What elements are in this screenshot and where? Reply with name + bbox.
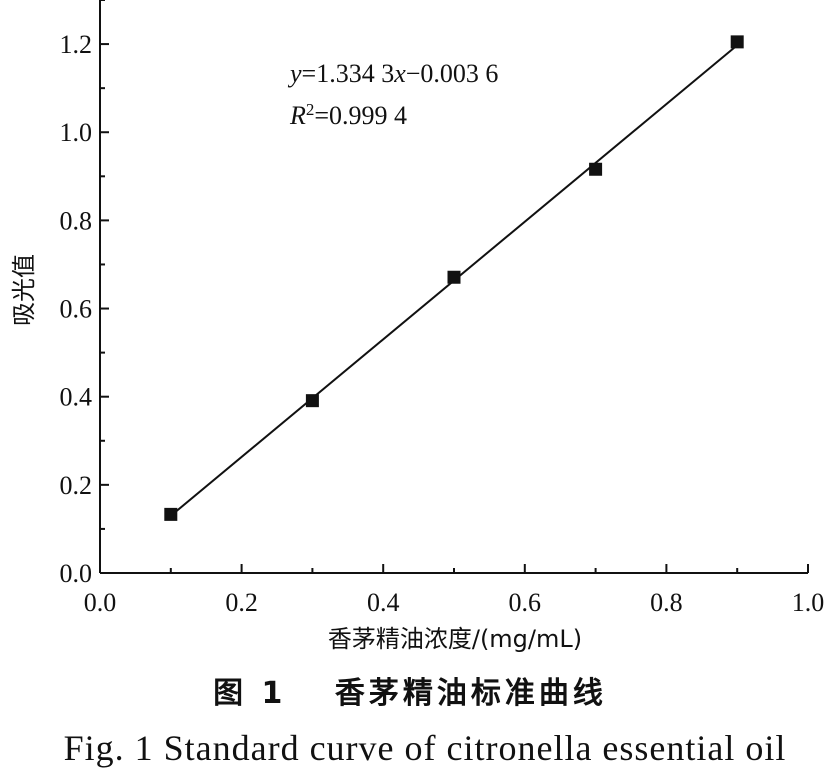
- y-tick-label: 0.4: [60, 383, 93, 412]
- data-point-marker: [305, 394, 319, 408]
- x-tick-label: 0.2: [225, 588, 258, 617]
- y-tick-label: 1.0: [60, 118, 93, 147]
- data-points: [164, 35, 744, 521]
- caption-chinese: 图 1 香茅精油标准曲线: [213, 676, 607, 711]
- r-squared-label: R2=0.999 4: [289, 100, 407, 131]
- data-point-marker: [447, 270, 461, 284]
- caption-english: Fig. 1 Standard curve of citronella esse…: [64, 728, 787, 768]
- y-tick-label: 0.6: [60, 295, 93, 324]
- y-tick-label: 0.8: [60, 206, 93, 235]
- x-axis-ticks: 0.0 0.2 0.4 0.6 0.8 1.0: [84, 564, 825, 617]
- x-tick-label: 1.0: [792, 588, 825, 617]
- y-tick-label: 0.2: [60, 471, 93, 500]
- y-axis-title: 吸光值: [10, 254, 38, 326]
- x-tick-label: 0.6: [509, 588, 542, 617]
- y-axis-ticks: 0.0 0.2 0.4 0.6 0.8 1.0 1.2: [60, 0, 109, 588]
- data-point-marker: [164, 507, 178, 521]
- x-tick-label: 0.4: [367, 588, 400, 617]
- y-tick-label: 0.0: [60, 559, 93, 588]
- x-axis-title: 香茅精油浓度/(mg/mL): [328, 625, 582, 653]
- x-tick-label: 0.8: [650, 588, 683, 617]
- fit-equation: y=1.334 3x−0.003 6: [287, 59, 498, 88]
- data-point-marker: [589, 162, 603, 176]
- y-tick-label: 1.2: [60, 30, 93, 59]
- data-point-marker: [730, 35, 744, 49]
- x-tick-label: 0.0: [84, 588, 117, 617]
